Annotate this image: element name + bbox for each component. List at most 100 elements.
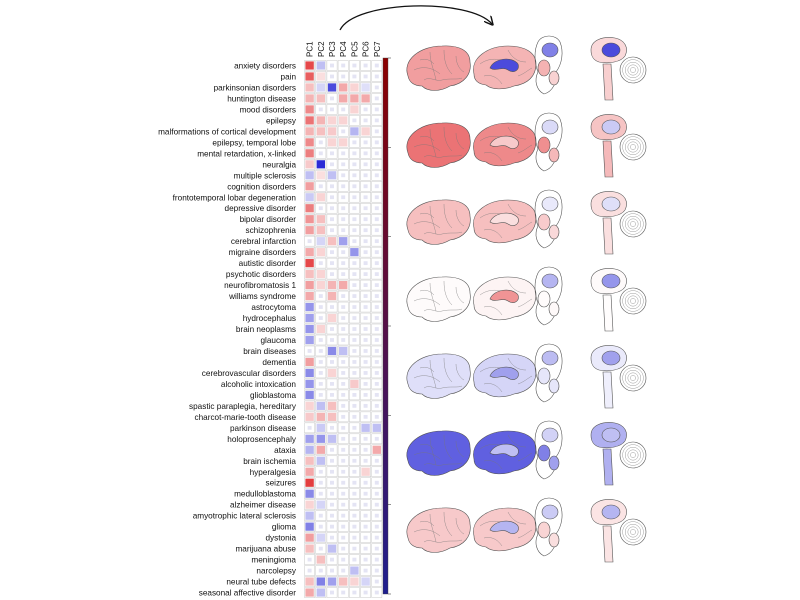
heatmap-cell-frame (304, 367, 315, 379)
heatmap-cell-frame (349, 466, 360, 477)
heatmap-cell (341, 294, 346, 298)
heatmap-cell-frame (337, 268, 349, 280)
heatmap-cell-frame (326, 82, 338, 93)
cerebellum-folia (624, 369, 642, 387)
heatmap-cell-frame (304, 82, 315, 93)
sulcus-line (413, 144, 441, 152)
heatmap-cell (330, 360, 334, 364)
heatmap-cell-frame (360, 235, 371, 247)
heatmap-cell-frame (337, 411, 349, 423)
heatmap-cell (352, 414, 357, 419)
heatmap-cell-frame (349, 93, 360, 104)
heatmap-cell-frame (315, 60, 327, 71)
heatmap-cell-frame (371, 389, 383, 401)
heatmap-cell-frame (360, 345, 371, 357)
cortex-lateral (406, 199, 471, 245)
heatmap-cell-frame (326, 257, 338, 269)
striatum-region (537, 290, 551, 308)
heatmap-cell-frame (337, 148, 349, 159)
heatmap-cell-frame (360, 422, 371, 434)
heatmap-cell-frame (337, 279, 349, 291)
heatmap-cell-frame (371, 93, 383, 104)
row-label: spastic paraplegia, hereditary (189, 402, 297, 411)
heatmap-cell (318, 568, 323, 573)
heatmap-cell (305, 478, 314, 487)
heatmap-cell (330, 217, 334, 222)
heatmap-cell-frame (349, 235, 360, 247)
heatmap-cell (363, 151, 368, 156)
heatmap-cell (327, 116, 337, 125)
heatmap-cell-frame (337, 554, 349, 565)
heatmap-cell-frame (326, 213, 338, 225)
heatmap-cell-frame (360, 301, 371, 313)
heatmap-cell (341, 425, 346, 430)
heatmap-cell (341, 590, 346, 595)
heatmap-cell (341, 546, 346, 551)
heatmap-cell-frame (371, 312, 383, 324)
sulcus-line (443, 357, 453, 383)
heatmap-cell (305, 357, 314, 367)
heatmap-cell (352, 305, 357, 309)
heatmap-cell-frame (349, 312, 360, 324)
cerebellum (619, 56, 647, 84)
corpus-callosum-region (489, 58, 519, 72)
heatmap-cell-frame (315, 510, 327, 521)
cerebellum-outline (619, 364, 647, 392)
heatmap-cell-frame (360, 411, 371, 423)
heatmap-cell-frame (337, 367, 349, 379)
heatmap-cell (363, 480, 368, 485)
heatmap-cell (341, 371, 346, 375)
heatmap-cell (305, 489, 314, 498)
heatmap-cell (350, 577, 359, 586)
heatmap-cell-frame (360, 587, 371, 598)
heatmap-cell (305, 500, 314, 509)
heatmap-cell-frame (315, 213, 327, 225)
thalamus-region (541, 196, 559, 212)
hippocampus-region (548, 70, 560, 86)
cerebellum-folia (630, 452, 636, 458)
heatmap-cell (374, 239, 379, 244)
heatmap-cell (318, 316, 323, 320)
heatmap-cell (374, 107, 379, 112)
cortex-lateral (406, 507, 471, 553)
heatmap-cell (374, 371, 379, 375)
heatmap-cell-frame (349, 334, 360, 346)
sulcus-line (483, 383, 503, 393)
heatmap-cell (374, 557, 379, 562)
heatmap-cell-frame (304, 543, 315, 554)
corpus-callosum-region (489, 520, 519, 534)
heatmap-cell-frame (304, 477, 315, 488)
row-label: marijuana abuse (235, 545, 296, 554)
heatmap-cell-frame (371, 323, 383, 335)
sulcus-line (483, 537, 503, 547)
hippocampus-region (548, 147, 560, 163)
heatmap-cell (352, 206, 357, 211)
heatmap-cell (363, 261, 368, 266)
heatmap-cell (327, 83, 337, 92)
heatmap-cell-frame (326, 60, 338, 71)
heatmap-cell (318, 107, 323, 112)
row-label: williams syndrome (228, 292, 296, 301)
heatmap-cell (341, 458, 346, 463)
heatmap-cell (374, 327, 379, 331)
heatmap-cell-frame (304, 576, 315, 587)
heatmap-cell-frame (304, 378, 315, 390)
heatmap-cell (330, 535, 334, 540)
heatmap-cell-frame (304, 290, 315, 302)
thalamus-region (541, 504, 559, 520)
heatmap-cell-frame (337, 126, 349, 137)
cerebellum (619, 287, 647, 315)
heatmap-cell-frame (337, 499, 349, 510)
brain-subcortical-view (534, 497, 563, 557)
cortex-lateral (406, 276, 471, 322)
heatmap-cell (318, 261, 323, 266)
brain-medial-view (473, 276, 537, 321)
heatmap-cell (316, 588, 325, 597)
heatmap-cell (352, 458, 357, 463)
heatmap-cell (330, 502, 334, 507)
heatmap-cell-frame (315, 400, 327, 412)
heatmap-cell-frame (360, 356, 371, 368)
sulcus-line (483, 306, 503, 316)
heatmap-cell-frame (337, 224, 349, 236)
heatmap-cell-frame (360, 257, 371, 269)
